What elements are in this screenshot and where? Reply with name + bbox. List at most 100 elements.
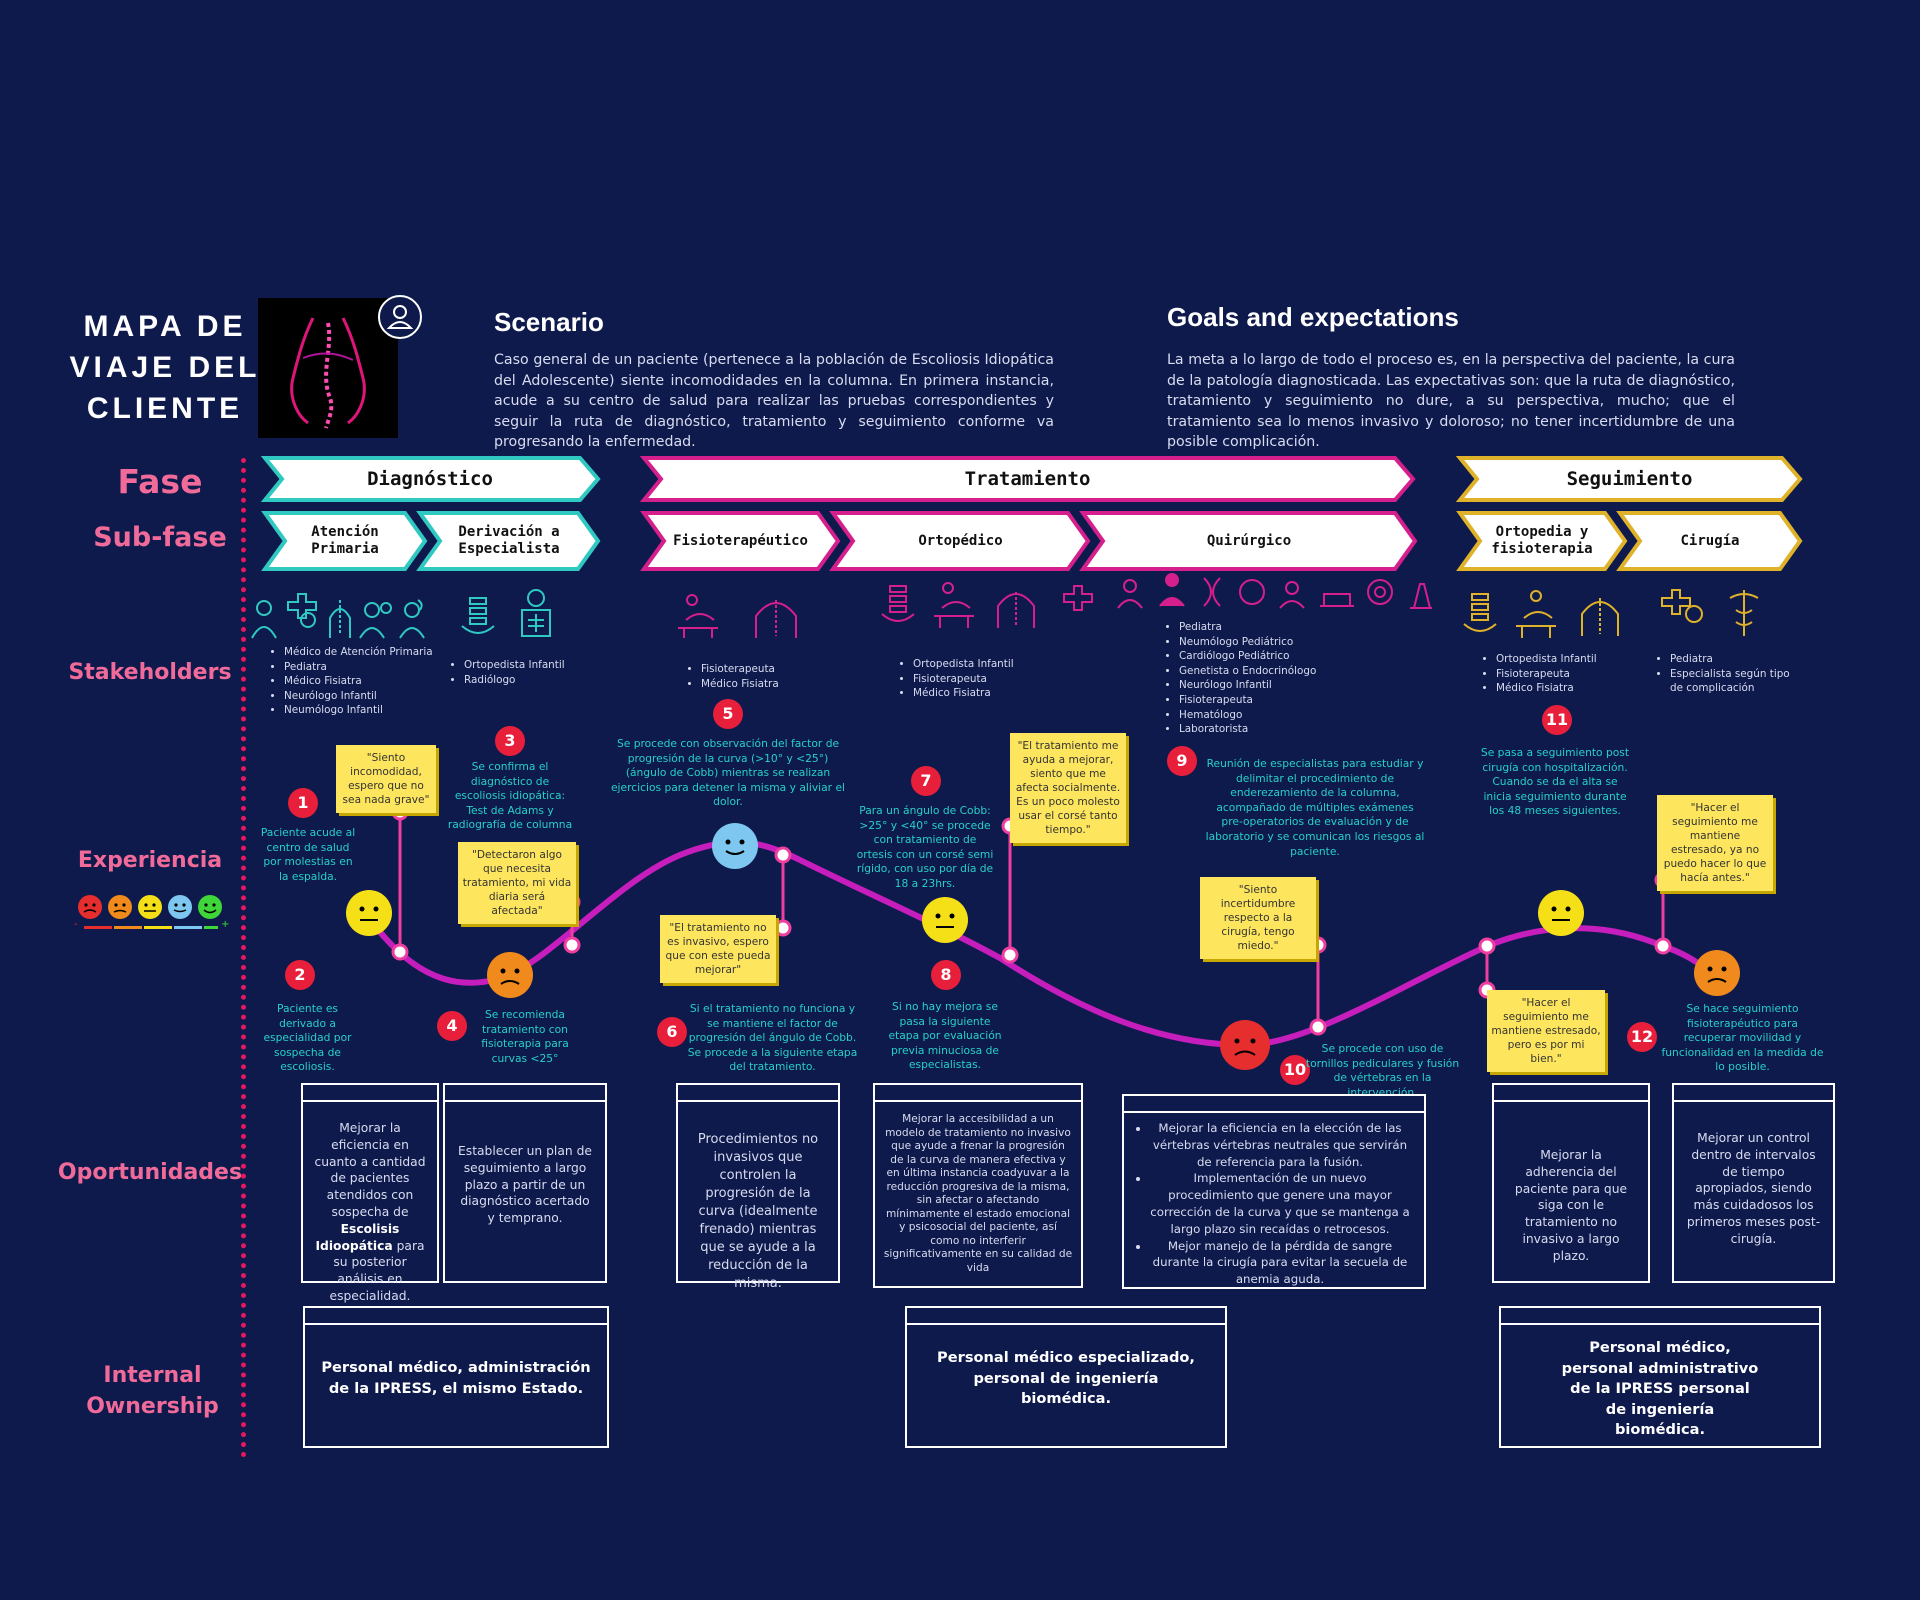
physio-table-icon xyxy=(934,582,974,628)
stakeholder-item: Neurólogo Infantil xyxy=(284,689,464,704)
subphase-atencion-primaria: Atención Primaria xyxy=(311,524,379,557)
step-description: Si el tratamiento no funciona y se manti… xyxy=(687,1002,858,1074)
neutral-face-icon xyxy=(1538,890,1584,936)
opportunity-text: Mejorar la adherencia del paciente para … xyxy=(1514,1148,1628,1263)
stakeholder-item: Genetista o Endocrinólogo xyxy=(1179,664,1359,679)
label-stakeholders: Stakeholders xyxy=(68,660,232,685)
pediatric-follow-icon xyxy=(1661,589,1703,623)
specialist-icon xyxy=(1279,581,1305,609)
opportunity-box: Mejorar un control dentro de intervalos … xyxy=(1672,1083,1835,1283)
subphase-quirurgico: Quirúrgico xyxy=(1206,532,1292,549)
very-sad-face-icon xyxy=(1220,1020,1270,1070)
step-description: Si no hay mejora se pasa la siguiente et… xyxy=(888,1000,1002,1072)
doctor-icon xyxy=(251,600,277,639)
step-number: 6 xyxy=(657,1017,687,1047)
ownership-box: Personal médico, administración de la IP… xyxy=(303,1306,609,1448)
subphase-cirugia: Cirugía xyxy=(1680,532,1740,549)
quote-note: "Siento incomodidad, espero que no sea n… xyxy=(336,745,436,813)
stakeholder-item: Laboratorista xyxy=(1179,722,1359,737)
neutral-face-icon xyxy=(922,897,968,943)
label-experiencia: Experiencia xyxy=(77,848,223,873)
stakeholder-item: Especialista según tipo de complicación xyxy=(1670,667,1800,696)
spine-illustration xyxy=(258,298,398,438)
stakeholder-item: Radiólogo xyxy=(464,673,594,688)
neuro-head-icon xyxy=(1239,579,1265,605)
opportunity-text: Establecer un plan de seguimiento a larg… xyxy=(458,1144,592,1226)
step-number: 1 xyxy=(288,788,318,818)
step-number: 3 xyxy=(495,726,525,756)
legend-minus: - xyxy=(74,919,78,930)
opportunity-item: Mejor manejo de la pérdida de sangre dur… xyxy=(1150,1238,1410,1288)
label-subfase: Sub-fase xyxy=(93,522,227,553)
scanner-icon xyxy=(1367,579,1393,605)
stakeholders-quirurgico: Pediatra Neumólogo Pediátrico Cardiólogo… xyxy=(1165,620,1359,737)
content-face-icon xyxy=(712,823,758,869)
ownership-box: Personal médico especializado, personal … xyxy=(905,1306,1227,1448)
scenario-heading: Scenario xyxy=(494,307,604,337)
opportunity-text: Mejorar un control dentro de intervalos … xyxy=(1686,1131,1821,1246)
step-description: Se recomienda tratamiento con fisioterap… xyxy=(481,1008,569,1065)
opportunity-box: Mejorar la eficiencia en la elección de … xyxy=(1122,1094,1426,1289)
goals-text: La meta a lo largo de todo el proceso es… xyxy=(1167,352,1735,450)
step-number: 10 xyxy=(1280,1055,1310,1085)
user-icon xyxy=(378,295,422,339)
quote-note: "Detectaron algo que necesita tratamient… xyxy=(458,842,576,924)
phase-diagnostico: Diagnóstico xyxy=(367,467,493,490)
step-description: Se confirma el diagnóstico de escoliosis… xyxy=(447,760,573,832)
scenario-text: Caso general de un paciente (pertenece a… xyxy=(494,352,1054,450)
opportunity-box: Procedimientos no invasivos que controle… xyxy=(676,1083,840,1291)
happy-face-icon xyxy=(198,895,222,919)
step-description: Paciente acude al centro de salud por mo… xyxy=(260,826,356,883)
opportunity-box: Mejorar la eficiencia en cuanto a cantid… xyxy=(301,1083,439,1303)
stakeholders-fisioterapeutico: Fisioterapeuta Médico Fisiatra xyxy=(687,662,831,691)
legend-plus: + xyxy=(221,919,230,930)
quote-note: "Siento incertidumbre respecto a la ciru… xyxy=(1200,877,1316,959)
stakeholder-item: Médico Fisiatra xyxy=(1496,681,1636,696)
subphase-fisioterapeutico: Fisioterapéutico xyxy=(673,532,808,549)
opportunity-list: Mejorar la eficiencia en la elección de … xyxy=(1124,1096,1424,1288)
step-description: Para un ángulo de Cobb: >25° y <40° se p… xyxy=(856,804,994,890)
cardiologist-icon xyxy=(1117,579,1143,609)
caduceus-icon xyxy=(1729,590,1759,636)
stakeholders-ortopedia-fisio: Ortopedista Infantil Fisioterapeuta Médi… xyxy=(1482,652,1636,696)
quote-note: "Hacer el seguimiento me mantiene estres… xyxy=(1487,990,1605,1072)
ownership-text: Personal médico, administración de la IP… xyxy=(321,1359,591,1397)
pediatrician-icon xyxy=(1063,585,1093,611)
stakeholder-item: Fisioterapeuta xyxy=(1496,667,1636,682)
opportunity-item: Implementación de un nuevo procedimiento… xyxy=(1150,1170,1410,1237)
stakeholder-item: Cardiólogo Pediátrico xyxy=(1179,649,1359,664)
ortho-hands-icon xyxy=(881,585,915,622)
opportunity-item: Mejorar la eficiencia en la elección de … xyxy=(1150,1120,1410,1170)
stakeholder-item: Hematólogo xyxy=(1179,708,1359,723)
pediatric-icon xyxy=(287,593,317,628)
lab-icon xyxy=(1410,583,1432,609)
step-number: 2 xyxy=(285,960,315,990)
ortho-follow-icon xyxy=(1463,593,1497,632)
ownership-text: Personal médico, personal administrativo… xyxy=(1561,1339,1759,1438)
stakeholder-icons xyxy=(251,573,1759,639)
step-description: Reunión de especialistas para estudiar y… xyxy=(1205,757,1425,858)
stakeholder-item: Neurólogo Infantil xyxy=(1179,678,1359,693)
label-ownership: Internal Ownership xyxy=(86,1363,219,1419)
step-number: 12 xyxy=(1627,1022,1657,1052)
stakeholder-item: Fisioterapeuta xyxy=(701,662,831,677)
opportunity-text: Mejorar la accesibilidad a un modelo de … xyxy=(883,1113,1073,1274)
stakeholder-item: Médico Fisiatra xyxy=(284,674,464,689)
phase-tratamiento: Tratamiento xyxy=(964,467,1091,490)
step-description: Se procede con uso de tornillos pedicula… xyxy=(1305,1042,1460,1099)
quote-note: "Hacer el seguimiento me mantiene estres… xyxy=(1657,795,1773,891)
heart-doctor-icon xyxy=(1159,573,1185,607)
stakeholder-item: Fisioterapeuta xyxy=(913,672,1053,687)
step-description: Paciente es derivado a especialidad por … xyxy=(263,1002,352,1074)
subphase-derivacion: Derivación a Especialista xyxy=(458,524,560,557)
spine-doctor-icon xyxy=(329,600,351,638)
stakeholders-cirugia: Pediatra Especialista según tipo de comp… xyxy=(1656,652,1800,696)
stakeholders-derivacion: Ortopedista Infantil Radiólogo xyxy=(450,658,594,687)
label-fase: Fase xyxy=(117,462,203,501)
opportunity-box: Mejorar la adherencia del paciente para … xyxy=(1492,1083,1650,1283)
spine-back-icon xyxy=(755,600,797,638)
stakeholder-item: Ortopedista Infantil xyxy=(464,658,594,673)
step-number: 5 xyxy=(713,699,743,729)
dna-icon xyxy=(1203,577,1221,607)
stakeholder-item: Neumólogo Pediátrico xyxy=(1179,635,1359,650)
